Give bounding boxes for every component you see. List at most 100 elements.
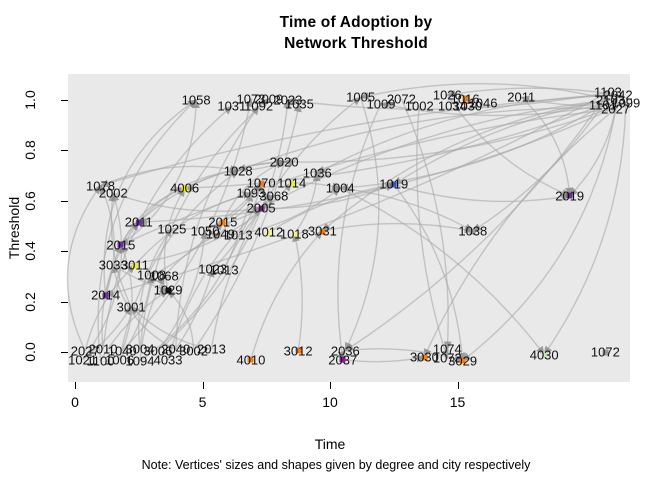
node-label: 1006 <box>105 353 134 366</box>
chart-title: Time of Adoption by Network Threshold <box>0 12 672 54</box>
node-label: 4006 <box>170 182 199 195</box>
network-edge <box>104 243 122 296</box>
node-label-text: 2019 <box>555 188 585 204</box>
node-label-text: 2037 <box>328 352 358 368</box>
node-label: 1019 <box>379 178 408 191</box>
network-edge <box>339 104 604 192</box>
node-label: 2011 <box>125 216 153 229</box>
node-label-text: 1035 <box>284 96 314 112</box>
node-label-text: 4012 <box>254 224 284 240</box>
network-edge <box>99 289 169 362</box>
network-edge <box>392 99 611 186</box>
node-label: 1058 <box>182 94 211 107</box>
node-label: 1004 <box>326 182 355 195</box>
network-edge <box>66 184 102 352</box>
x-tick-mark <box>202 382 204 389</box>
node-label-text: 1014 <box>277 175 307 191</box>
node-label-text: 2042 <box>603 87 633 103</box>
node-label: 1016 <box>451 92 480 105</box>
network-edge <box>184 158 286 189</box>
network-edge <box>400 98 452 351</box>
node-label-text: 1030 <box>453 98 483 114</box>
network-edge <box>99 94 619 188</box>
network-edge <box>113 192 263 214</box>
node-label-text: 1068 <box>149 268 179 284</box>
network-edge <box>212 182 264 270</box>
node-label-text: 2002 <box>98 185 128 201</box>
node-label: 3031 <box>308 225 337 238</box>
node-label-text: 1018 <box>279 226 309 242</box>
node-label-text: 2027 <box>601 101 631 117</box>
node-label-text: 1040 <box>107 343 137 359</box>
node-label-text: 1029 <box>153 282 183 298</box>
network-edge <box>99 184 115 296</box>
node-label-text: 1016 <box>450 91 480 107</box>
node-label: 3029 <box>448 354 477 367</box>
node-label: 2002 <box>99 187 128 200</box>
node-label-text: 1072 <box>590 344 620 360</box>
node-label: 1038 <box>458 225 487 238</box>
network-edge <box>293 172 321 234</box>
network-edge <box>120 243 133 351</box>
network-edge <box>82 305 132 361</box>
node-label: 1021 <box>68 353 97 366</box>
node-label-text: 1013 <box>209 262 239 278</box>
y-tick-label: 0.2 <box>22 291 38 312</box>
node-label: 2010 <box>89 343 118 356</box>
node-label-text: 1013 <box>223 227 253 243</box>
network-edge <box>359 83 611 101</box>
x-tick-label: 5 <box>198 394 207 410</box>
network-edge <box>223 195 275 271</box>
node-label-text: 1004 <box>325 180 355 196</box>
node-label: 2040 <box>161 343 190 356</box>
node-label-text: 1021 <box>68 352 98 368</box>
network-edge <box>97 99 197 361</box>
y-tick-mark <box>61 301 68 303</box>
node-label: 2013 <box>197 343 226 356</box>
node-label: 1046 <box>469 96 498 109</box>
node-label: 4012 <box>254 226 283 239</box>
node-label-text: 2072 <box>386 91 416 107</box>
y-tick-mark <box>61 150 68 152</box>
node-label-text: 1046 <box>468 95 498 111</box>
network-edge <box>543 102 627 356</box>
network-edge <box>139 192 254 362</box>
y-tick-label: 1.0 <box>22 90 38 110</box>
network-edge <box>108 192 132 307</box>
y-tick-label: 0.4 <box>22 241 38 261</box>
chart-title-line1: Time of Adoption by <box>279 14 433 31</box>
network-edge <box>416 106 449 360</box>
node-label-text: 3006 <box>143 343 173 359</box>
y-tick-mark <box>61 251 68 253</box>
network-edge <box>461 94 619 362</box>
x-tick-label: 10 <box>322 394 338 410</box>
network-edge <box>238 187 341 236</box>
network-edge <box>100 165 240 187</box>
network-edge <box>260 99 611 209</box>
network-edge <box>163 187 186 291</box>
node-label-text: 4033 <box>153 352 183 368</box>
node-label: 1013 <box>224 228 253 241</box>
network-edge <box>345 348 464 363</box>
network-edge <box>337 103 382 361</box>
node-label: 2042 <box>604 88 633 101</box>
node-label: 2011 <box>507 91 535 104</box>
network-edge <box>322 222 474 234</box>
node-label: 4033 <box>154 353 183 366</box>
network-edge <box>286 91 609 110</box>
node-label-text: 2020 <box>269 154 299 170</box>
node-label: 1025 <box>157 222 186 235</box>
node-label-text: 1099 <box>611 95 641 111</box>
y-tick-label: 0.6 <box>22 191 38 211</box>
network-edge <box>167 267 215 360</box>
network-edge <box>118 169 240 360</box>
node-label: 3012 <box>284 344 313 357</box>
node-label: 1068 <box>150 270 179 283</box>
node-label-text: 1002 <box>404 98 434 114</box>
network-edge <box>446 94 571 197</box>
node-label-text: 2027 <box>70 343 100 359</box>
node-label-text: 4006 <box>170 180 200 196</box>
node-label: 4010 <box>236 353 265 366</box>
